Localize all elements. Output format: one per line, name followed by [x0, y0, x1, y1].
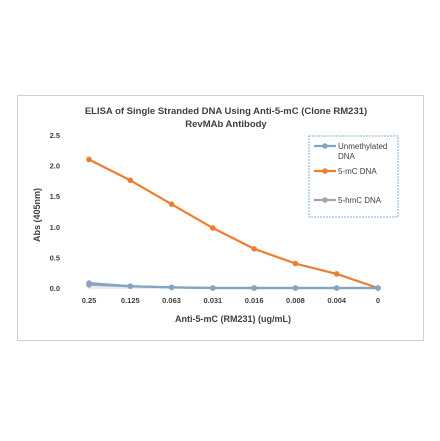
- data-point: [127, 177, 134, 184]
- chart-title-line-1: ELISA of Single Stranded DNA Using Anti-…: [85, 106, 367, 117]
- x-tick-labels: 0.25 0.125 0.063 0.031 0.016 0.008 0.004 0: [82, 296, 380, 305]
- data-point: [168, 201, 175, 207]
- x-tick-label: 0.125: [121, 296, 140, 305]
- y-axis-title: Abs (405nm): [32, 188, 42, 242]
- data-point: [168, 284, 175, 291]
- y-tick-labels: 0.0 0.5 1.0 1.5 2.0 2.5: [50, 131, 60, 293]
- chart-frame: ELISA of Single Stranded DNA Using Anti-…: [17, 95, 424, 341]
- y-tick-label: 0.5: [50, 253, 60, 262]
- x-axis-title: Anti-5-mC (RM231) (ug/mL): [175, 314, 291, 324]
- y-tick-label: 2.5: [50, 131, 60, 140]
- y-tick-label: 0.0: [50, 284, 60, 293]
- data-point: [375, 285, 381, 291]
- chart-title-line-2: RevMAb Antibody: [185, 119, 267, 130]
- legend-swatch-marker: [322, 197, 328, 203]
- data-point: [292, 260, 299, 267]
- series-line: [88, 282, 378, 290]
- y-tick-label: 2.0: [50, 162, 60, 171]
- data-point: [292, 285, 299, 291]
- data-point: [127, 283, 134, 289]
- legend-label: 5-hmC DNA: [338, 196, 382, 205]
- x-tick-label: 0: [376, 296, 380, 305]
- legend-label-line-2: DNA: [338, 152, 356, 161]
- data-point: [251, 285, 257, 291]
- data-point: [210, 285, 216, 291]
- data-point: [251, 246, 257, 252]
- x-tick-label: 0.063: [162, 296, 181, 305]
- x-tick-label: 0.25: [82, 296, 97, 305]
- x-tick-label: 0.004: [327, 296, 347, 305]
- x-tick-label: 0.008: [286, 296, 305, 305]
- legend-label: 5-mC DNA: [338, 167, 377, 176]
- data-point: [333, 271, 340, 277]
- y-tick-label: 1.0: [50, 223, 60, 232]
- elisa-line-chart: ELISA of Single Stranded DNA Using Anti-…: [32, 106, 399, 324]
- data-point: [333, 285, 340, 291]
- legend-item: 5-hmC DNA: [314, 196, 382, 205]
- legend-label: Unmethylated: [338, 142, 387, 151]
- data-point: [210, 225, 216, 231]
- legend-swatch-marker: [322, 168, 328, 174]
- legend-item: 5-mC DNA: [314, 167, 377, 176]
- legend-swatch-marker: [322, 143, 328, 149]
- series-0: [86, 280, 381, 291]
- data-point: [86, 156, 92, 163]
- series-layer: [86, 156, 381, 291]
- legend-box: [308, 135, 399, 218]
- x-tick-label: 0.031: [203, 296, 222, 305]
- data-point: [86, 280, 92, 286]
- series-line: [88, 158, 379, 290]
- x-tick-label: 0.016: [245, 296, 264, 305]
- y-tick-label: 1.5: [50, 192, 60, 201]
